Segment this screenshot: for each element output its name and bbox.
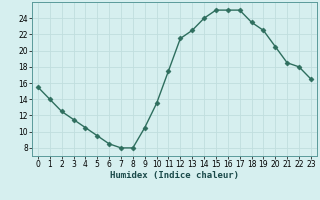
- X-axis label: Humidex (Indice chaleur): Humidex (Indice chaleur): [110, 171, 239, 180]
